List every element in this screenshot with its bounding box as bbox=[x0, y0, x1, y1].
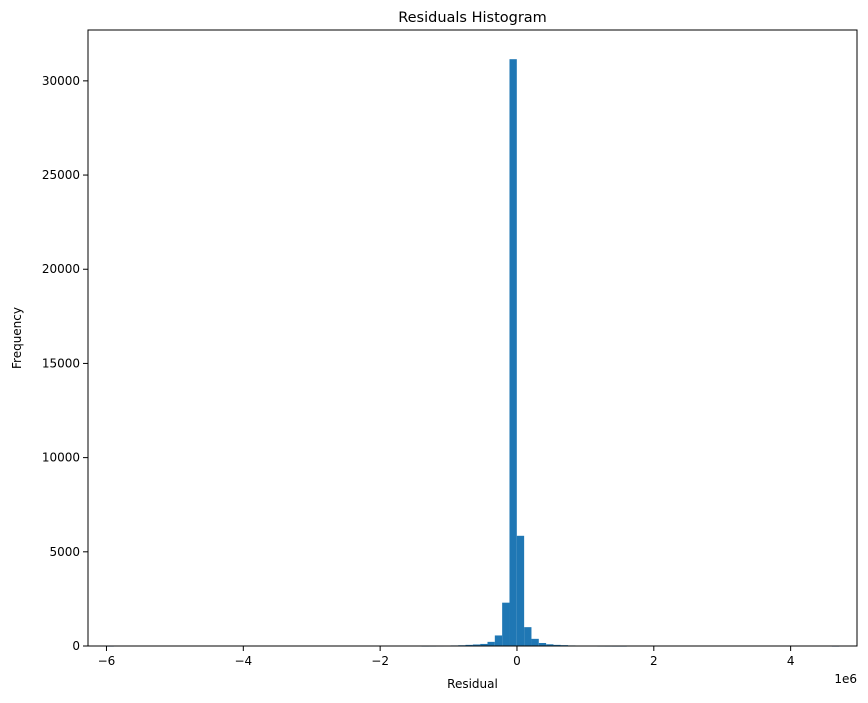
y-tick-label: 5000 bbox=[49, 545, 80, 559]
histogram-bar bbox=[487, 641, 495, 646]
histogram-bar bbox=[502, 602, 510, 646]
histogram-bar bbox=[546, 644, 554, 646]
x-tick-label: −4 bbox=[234, 654, 252, 668]
x-tick-label: −2 bbox=[371, 654, 389, 668]
x-tick-label: 0 bbox=[513, 654, 521, 668]
x-tick-label: 2 bbox=[650, 654, 658, 668]
histogram-bar bbox=[524, 627, 532, 646]
x-axis-offset-text: 1e6 bbox=[834, 672, 857, 686]
histogram-bar bbox=[531, 638, 539, 646]
y-tick-label: 20000 bbox=[42, 262, 80, 276]
axes-frame bbox=[87, 29, 858, 647]
histogram-bar bbox=[494, 635, 503, 646]
y-tick-label: 15000 bbox=[42, 356, 80, 370]
histogram-bar bbox=[538, 642, 547, 646]
y-ticks: 0 5000 10000 15000 20000 25000 30000 bbox=[42, 74, 88, 653]
chart-title: Residuals Histogram bbox=[398, 10, 547, 26]
histogram-bar bbox=[480, 643, 488, 646]
y-tick-label: 10000 bbox=[42, 451, 80, 465]
histogram-bar bbox=[465, 644, 473, 646]
histogram-bar bbox=[553, 644, 561, 646]
histogram-bar bbox=[472, 644, 481, 646]
y-tick-label: 25000 bbox=[42, 168, 80, 182]
y-axis-label: Frequency bbox=[10, 307, 24, 369]
histogram-bar bbox=[516, 535, 525, 646]
y-tick-label: 0 bbox=[72, 639, 80, 653]
x-tick-label: −6 bbox=[98, 654, 116, 668]
bars-layer bbox=[106, 59, 840, 647]
y-tick-label: 30000 bbox=[42, 74, 80, 88]
x-tick-label: 4 bbox=[787, 654, 795, 668]
histogram-bar bbox=[509, 59, 517, 646]
x-axis-label: Residual bbox=[447, 677, 498, 691]
x-ticks: −6 −4 −2 0 2 4 bbox=[98, 646, 795, 668]
